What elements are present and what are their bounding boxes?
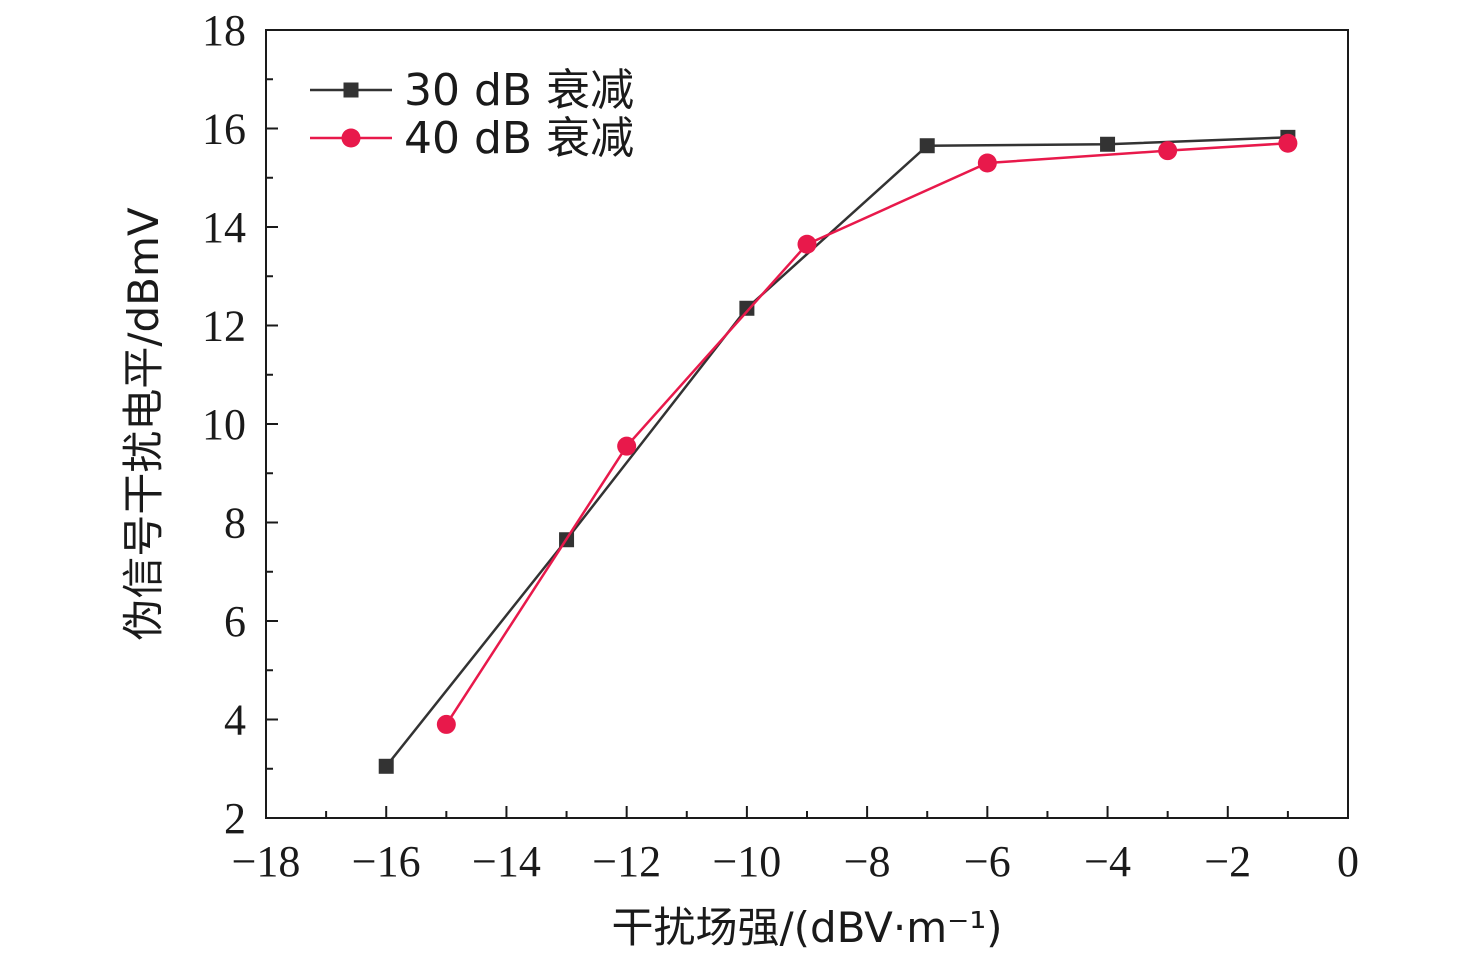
x-tick-label: −10 [712, 837, 781, 886]
data-point-1-15-7 [1278, 133, 1298, 153]
x-tick-label: −16 [352, 837, 421, 886]
y-tick-label: 2 [224, 794, 246, 843]
x-tick-label: −12 [592, 837, 661, 886]
y-tick-label: 16 [202, 105, 246, 154]
legend-marker [343, 82, 359, 98]
data-point-10-12-35 [739, 300, 755, 316]
data-point-7-15-65 [919, 138, 935, 154]
x-tick-label: −6 [964, 837, 1011, 886]
x-tick-label: −4 [1084, 837, 1131, 886]
data-point-4-15-68 [1100, 136, 1116, 152]
data-point-16-3-05 [378, 758, 394, 774]
data-point-9-13-65 [797, 234, 817, 254]
y-tick-label: 6 [224, 597, 246, 646]
x-tick-label: −2 [1204, 837, 1251, 886]
y-tick-label: 10 [202, 400, 246, 449]
x-tick-label: −8 [844, 837, 891, 886]
legend-entry: 40 dB 衰减 [310, 113, 634, 164]
series-line [385, 136, 1288, 768]
series-2 [436, 133, 1298, 734]
series-line [445, 142, 1288, 726]
y-tick-label: 14 [202, 203, 246, 252]
legend-label: 30 dB 衰减 [404, 65, 634, 116]
data-point-15-3-9 [436, 714, 456, 734]
legend-marker [341, 128, 361, 148]
data-point-6-15-3 [977, 153, 997, 173]
legend-label: 40 dB 衰减 [404, 113, 634, 164]
data-point-12-9-55 [617, 436, 637, 456]
x-tick-label: 0 [1337, 837, 1359, 886]
y-tick-label: 8 [224, 499, 246, 548]
legend-entry: 30 dB 衰减 [310, 65, 634, 116]
y-axis-title: 伪信号干扰电平/dBmV [119, 207, 168, 641]
y-tick-label: 4 [224, 696, 246, 745]
y-tick-label: 18 [202, 6, 246, 55]
y-tick-label: 12 [202, 302, 246, 351]
x-tick-label: −18 [232, 837, 301, 886]
x-axis-title: 干扰场强/(dBV·m⁻¹) [611, 903, 1002, 952]
y-axis-ticks: 2 4 6 8 10 12 14 16 18 [202, 6, 278, 843]
x-axis-ticks: −18 −16 −14 −12 −10 −8 −6 −4 −2 0 [232, 806, 1359, 886]
data-point-3-15-55 [1158, 141, 1178, 161]
series-layer [378, 129, 1298, 774]
x-tick-label: −14 [472, 837, 541, 886]
